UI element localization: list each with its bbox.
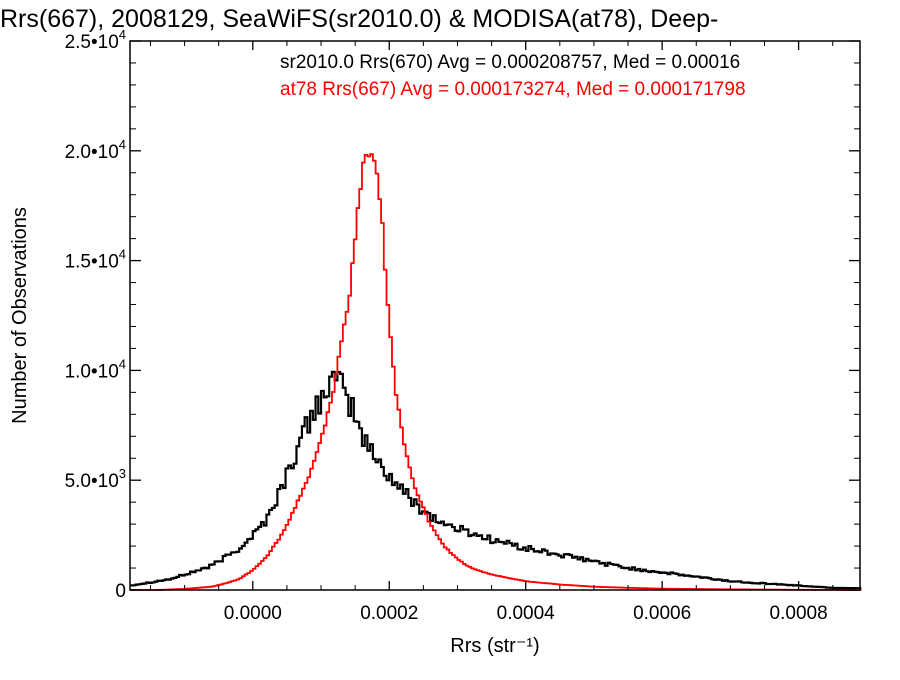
y-tick-exponent: 4 — [119, 356, 126, 371]
y-tick-label: 5.0•103 — [65, 466, 126, 492]
y-tick-label: 1.0•104 — [65, 356, 126, 382]
y-tick-mantissa: 0 — [115, 581, 126, 602]
y-tick-mantissa: 1.0•10 — [65, 361, 119, 382]
x-axis-label: Rrs (str⁻¹) — [450, 635, 539, 657]
x-tick-label: 0.0008 — [770, 603, 828, 624]
y-tick-exponent: 3 — [119, 466, 126, 481]
x-axis: 0.0000 0.0002 0.0004 0.0006 0.0008 — [149, 41, 834, 624]
x-tick-label: 0.0000 — [224, 603, 282, 624]
y-tick-exponent: 4 — [119, 247, 126, 262]
y-tick-mantissa: 2.0•10 — [65, 142, 119, 163]
y-axis-label: Number of Observations — [9, 207, 31, 424]
y-tick-exponent: 4 — [119, 27, 126, 42]
legend: sr2010.0 Rrs(670) Avg = 0.000208757, Med… — [280, 52, 746, 100]
x-tick-label: 0.0002 — [360, 603, 418, 624]
series-line-seawifs — [130, 370, 862, 590]
y-tick-exponent: 4 — [119, 137, 126, 152]
legend-entry-modisa: at78 Rrs(667) Avg = 0.000173274, Med = 0… — [280, 79, 746, 100]
plot-frame — [129, 40, 861, 591]
y-tick-label: 2.0•104 — [65, 137, 126, 163]
y-tick-label: 1.5•104 — [65, 247, 126, 273]
y-tick-mantissa: 1.5•10 — [65, 252, 119, 273]
y-tick-mantissa: 5.0•10 — [65, 471, 119, 492]
legend-entry-seawifs: sr2010.0 Rrs(670) Avg = 0.000208757, Med… — [280, 52, 740, 73]
y-tick-label: 2.5•104 — [65, 27, 126, 53]
chart-title: Rrs(667), 2008129, SeaWiFS(sr2010.0) & M… — [0, 5, 718, 33]
x-tick-label: 0.0004 — [497, 603, 556, 624]
y-tick-mantissa: 2.5•10 — [65, 32, 119, 53]
y-tick-label: 0 — [115, 581, 126, 602]
x-tick-label: 0.0006 — [633, 603, 691, 624]
